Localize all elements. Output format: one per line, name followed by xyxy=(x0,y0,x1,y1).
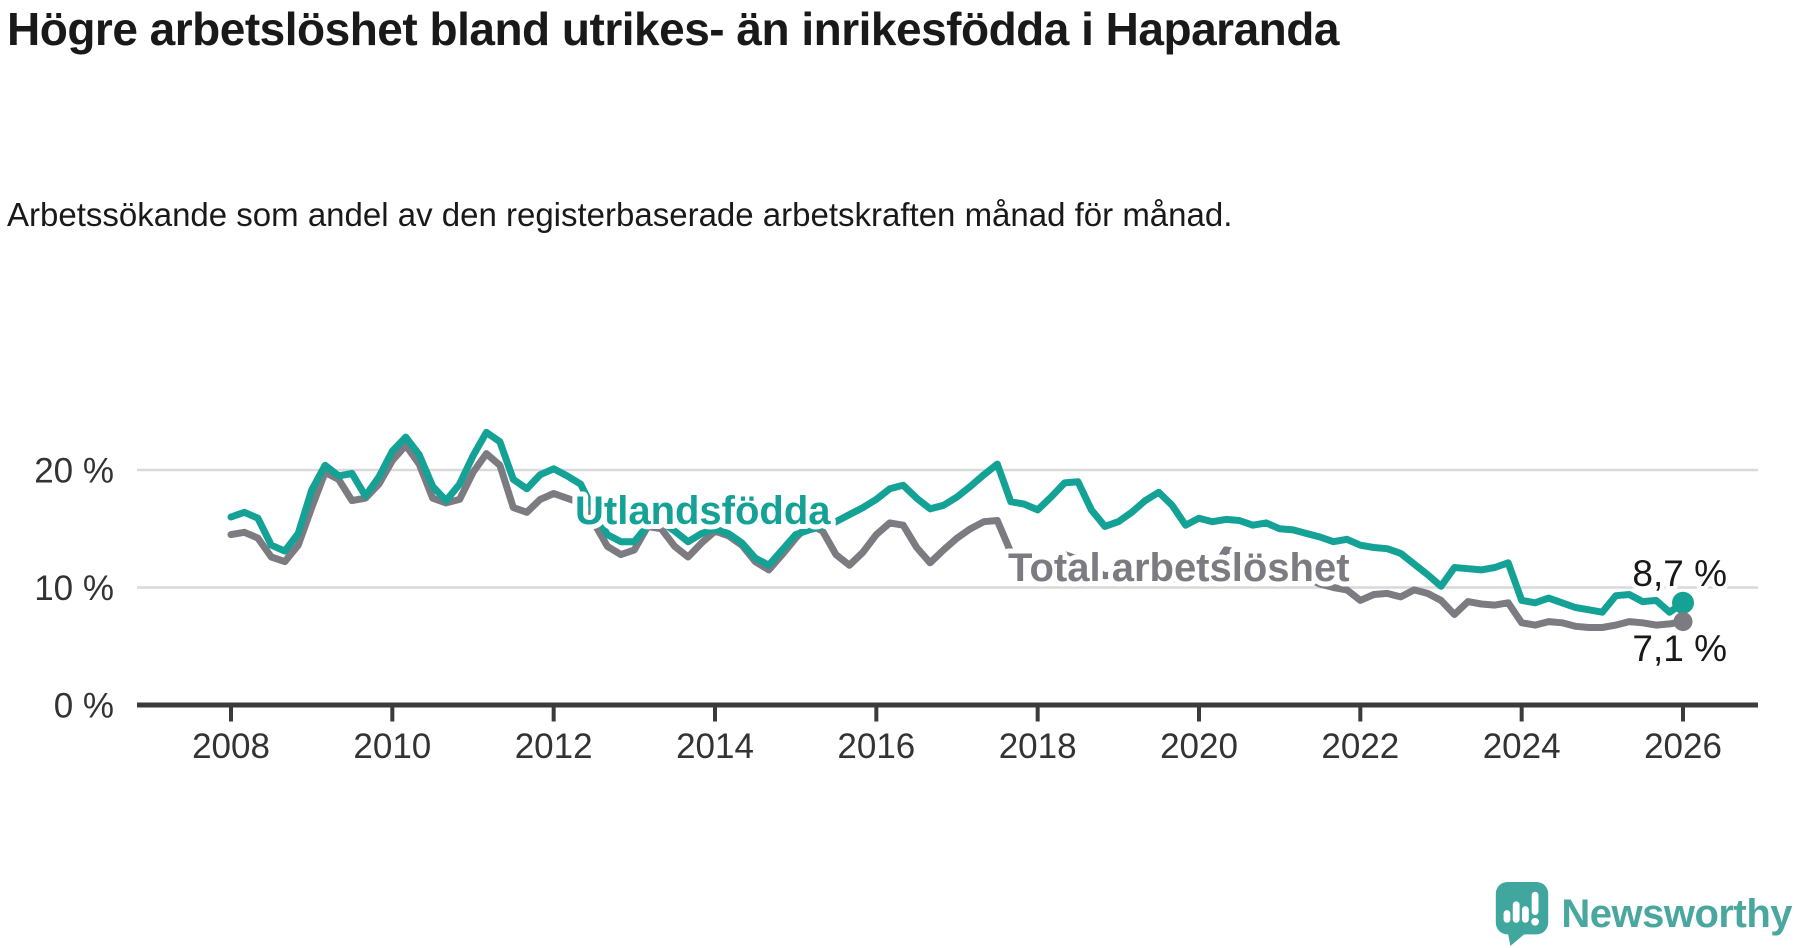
y-tick-label: 20 % xyxy=(34,452,114,491)
x-tick-label: 2022 xyxy=(1321,727,1399,766)
series-end-dot-1 xyxy=(1673,612,1693,632)
x-tick xyxy=(390,707,395,722)
x-tick xyxy=(1035,707,1040,722)
x-tick xyxy=(1358,707,1363,722)
end-value-label-0: 8,7 % xyxy=(1632,553,1727,594)
x-tick xyxy=(551,707,556,722)
x-tick-label: 2014 xyxy=(676,727,754,766)
x-tick-label: 2020 xyxy=(1160,727,1238,766)
x-tick xyxy=(1681,707,1685,722)
x-tick xyxy=(229,707,233,722)
x-tick-label: 2010 xyxy=(353,727,431,766)
series-end-dot-0 xyxy=(1672,591,1694,614)
series-line-1 xyxy=(227,441,1687,631)
chart-subtitle: Arbetssökande som andel av den registerb… xyxy=(7,196,1233,233)
x-tick-label: 2018 xyxy=(999,727,1077,766)
grid-line xyxy=(137,468,1758,472)
x-tick-label: 2012 xyxy=(515,727,593,766)
x-tick xyxy=(713,707,717,722)
x-tick-label: 2008 xyxy=(192,727,270,766)
newsworthy-logo: Newsworthy xyxy=(1495,882,1792,946)
x-tick xyxy=(1519,707,1524,722)
series-line-0 xyxy=(227,428,1687,616)
logo-text: Newsworthy xyxy=(1561,891,1792,936)
series-label-0: Utlandsfödda xyxy=(575,489,831,533)
x-axis-line xyxy=(137,702,1758,708)
y-tick-label: 0 % xyxy=(54,687,114,726)
x-tick-label: 2016 xyxy=(837,727,915,766)
series-label-1: Total arbetslöshet xyxy=(1008,546,1350,590)
bar-chart-speech-bubble-icon xyxy=(1496,882,1549,946)
end-value-label-1: 7,1 % xyxy=(1632,628,1727,669)
y-tick-label: 10 % xyxy=(34,569,114,608)
x-tick xyxy=(1197,707,1201,722)
grid-line xyxy=(137,586,1758,589)
page-title: Högre arbetslöshet bland utrikes- än inr… xyxy=(7,3,1339,55)
x-tick-label: 2024 xyxy=(1483,727,1561,766)
x-tick xyxy=(874,707,879,722)
x-tick-label: 2026 xyxy=(1644,727,1722,766)
